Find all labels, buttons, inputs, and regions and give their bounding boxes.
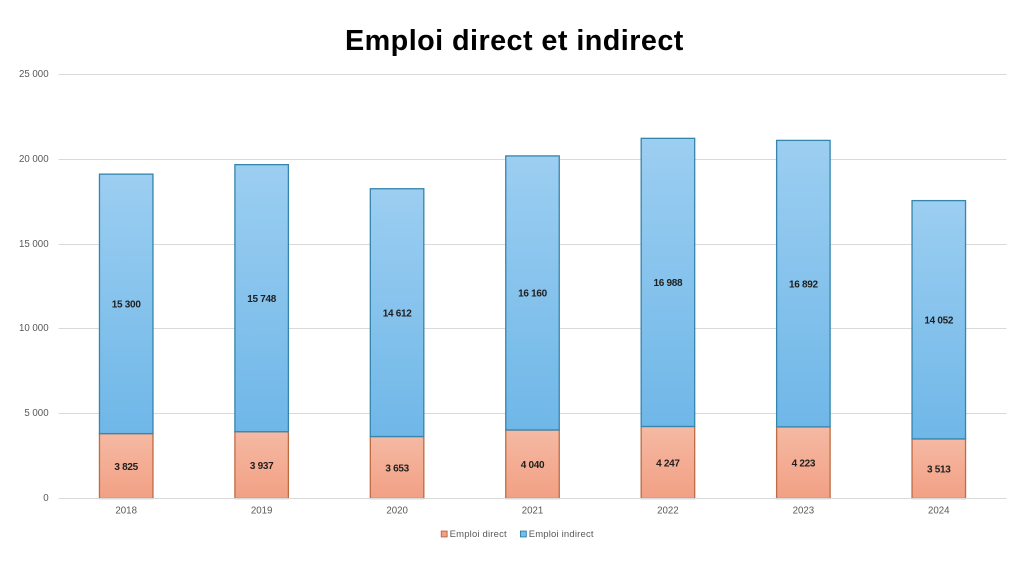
svg-text:2019: 2019 [251,505,273,516]
svg-text:2023: 2023 [793,505,815,516]
svg-text:2020: 2020 [386,505,408,516]
svg-text:14 612: 14 612 [383,308,413,319]
svg-text:15 000: 15 000 [19,239,49,250]
svg-text:15 748: 15 748 [247,294,277,305]
svg-text:5 000: 5 000 [24,408,49,419]
svg-text:2021: 2021 [522,505,544,516]
svg-text:2024: 2024 [928,505,950,516]
svg-text:25 000: 25 000 [19,69,49,80]
svg-text:4 247: 4 247 [656,458,680,469]
svg-text:16 892: 16 892 [789,279,819,290]
svg-text:3 825: 3 825 [114,462,138,473]
svg-text:0: 0 [43,493,49,504]
svg-text:Emploi direct et indirect: Emploi direct et indirect [345,25,684,57]
svg-text:10 000: 10 000 [19,323,49,334]
svg-text:Emploi indirect: Emploi indirect [529,529,594,540]
svg-text:2022: 2022 [657,505,679,516]
svg-text:3 937: 3 937 [250,461,274,472]
svg-text:3 653: 3 653 [385,463,409,474]
svg-text:4 223: 4 223 [792,459,816,470]
svg-text:3 513: 3 513 [927,465,951,476]
svg-text:4 040: 4 040 [521,460,545,471]
svg-text:16 988: 16 988 [654,278,684,289]
svg-text:20 000: 20 000 [19,154,49,165]
svg-text:Emploi direct: Emploi direct [450,529,507,540]
svg-text:14 052: 14 052 [924,316,954,327]
svg-text:2018: 2018 [115,505,137,516]
svg-text:15 300: 15 300 [112,300,142,311]
svg-text:16 160: 16 160 [518,289,548,300]
